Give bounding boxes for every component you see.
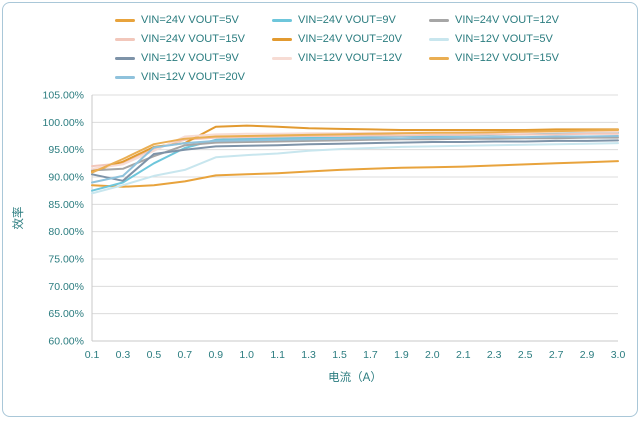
legend-marker bbox=[115, 18, 135, 22]
x-axis-tick-label: 1.5 bbox=[332, 349, 347, 361]
legend-marker bbox=[272, 37, 292, 41]
y-axis-tick-label: 60.00% bbox=[48, 336, 84, 348]
x-axis-tick-label: 1.7 bbox=[363, 349, 378, 361]
y-axis-tick-label: 80.00% bbox=[48, 226, 84, 238]
series-line bbox=[91, 136, 619, 172]
y-axis-tick-label: 85.00% bbox=[48, 199, 84, 211]
legend-label: VIN=12V VOUT=12V bbox=[298, 52, 402, 64]
legend-label: VIN=24V VOUT=15V bbox=[141, 33, 245, 45]
series-line bbox=[91, 139, 619, 182]
legend-item: VIN=24V VOUT=5V bbox=[115, 14, 272, 26]
x-axis-tick-label: 2.7 bbox=[549, 349, 564, 361]
legend-label: VIN=12V VOUT=5V bbox=[455, 33, 553, 45]
series-line bbox=[91, 135, 619, 184]
series-line bbox=[91, 129, 619, 174]
legend-marker bbox=[115, 37, 135, 41]
chart-legend: VIN=24V VOUT=5V VIN=24V VOUT=9V VIN=24V VO… bbox=[115, 14, 637, 83]
y-axis-tick-label: 100.00% bbox=[43, 117, 84, 129]
x-axis-tick-label: 3.0 bbox=[611, 349, 626, 361]
chart-card: VIN=24V VOUT=5V VIN=24V VOUT=9V VIN=24V VO… bbox=[2, 2, 638, 417]
legend-marker bbox=[272, 18, 292, 22]
legend-marker bbox=[429, 56, 449, 60]
legend-marker bbox=[429, 37, 449, 41]
legend-label: VIN=12V VOUT=15V bbox=[455, 52, 559, 64]
legend-label: VIN=24V VOUT=20V bbox=[298, 33, 402, 45]
series-line bbox=[91, 142, 619, 195]
legend-item: VIN=24V VOUT=12V bbox=[429, 14, 586, 26]
legend-marker bbox=[429, 18, 449, 22]
legend-item: VIN=24V VOUT=15V bbox=[115, 33, 272, 45]
legend-item: VIN=12V VOUT=20V bbox=[115, 71, 272, 83]
legend-label: VIN=24V VOUT=5V bbox=[141, 14, 239, 26]
legend-label: VIN=24V VOUT=9V bbox=[298, 14, 396, 26]
legend-label: VIN=12V VOUT=9V bbox=[141, 52, 239, 64]
legend-item: VIN=24V VOUT=9V bbox=[272, 14, 429, 26]
y-axis-tick-label: 70.00% bbox=[48, 281, 84, 293]
efficiency-line-chart: 105.00% 100.00% 95.00% 90.00% 85.00% 80.00% 75… bbox=[11, 90, 626, 385]
y-axis-title: 效率 bbox=[11, 207, 25, 230]
y-axis-tick-label: 90.00% bbox=[48, 172, 84, 184]
plot-area: 105.00% 100.00% 95.00% 90.00% 85.00% 80.00% 75… bbox=[6, 87, 637, 398]
x-axis-tick-label: 1.9 bbox=[394, 349, 409, 361]
legend-item: VIN=12V VOUT=12V bbox=[272, 52, 429, 64]
y-axis-tick-label: 95.00% bbox=[48, 144, 84, 156]
legend-item: VIN=12V VOUT=5V bbox=[429, 33, 586, 45]
x-axis-tick-label: 2.0 bbox=[425, 349, 440, 361]
legend-label: VIN=24V VOUT=12V bbox=[455, 14, 559, 26]
x-axis-title: 电流（A） bbox=[328, 370, 382, 384]
x-axis-tick-label: 0.1 bbox=[85, 349, 100, 361]
x-axis-tick-label: 1.1 bbox=[270, 349, 285, 361]
legend-label: VIN=12V VOUT=20V bbox=[141, 71, 245, 83]
y-axis-tick-label: 105.00% bbox=[43, 90, 84, 102]
x-axis-tick-label: 2.3 bbox=[487, 349, 502, 361]
legend-item: VIN=12V VOUT=15V bbox=[429, 52, 586, 64]
x-axis-tick-label: 2.9 bbox=[580, 349, 595, 361]
x-axis-tick-label: 2.1 bbox=[456, 349, 471, 361]
x-axis-tick-label: 0.7 bbox=[178, 349, 193, 361]
series-line bbox=[91, 132, 619, 168]
x-axis-tick-label: 1.0 bbox=[239, 349, 254, 361]
x-axis-tick-label: 0.5 bbox=[147, 349, 162, 361]
legend-item: VIN=24V VOUT=20V bbox=[272, 33, 429, 45]
legend-item: VIN=12V VOUT=9V bbox=[115, 52, 272, 64]
x-axis-tick-label: 0.3 bbox=[116, 349, 131, 361]
legend-marker bbox=[115, 56, 135, 60]
y-axis-tick-label: 65.00% bbox=[48, 308, 84, 320]
x-axis-tick-label: 2.5 bbox=[518, 349, 533, 361]
legend-marker bbox=[115, 75, 135, 79]
x-axis-tick-label: 1.3 bbox=[301, 349, 316, 361]
y-axis-tick-label: 75.00% bbox=[48, 254, 84, 266]
series-line bbox=[91, 160, 619, 188]
legend-marker bbox=[272, 56, 292, 60]
x-axis-tick-label: 0.9 bbox=[208, 349, 223, 361]
